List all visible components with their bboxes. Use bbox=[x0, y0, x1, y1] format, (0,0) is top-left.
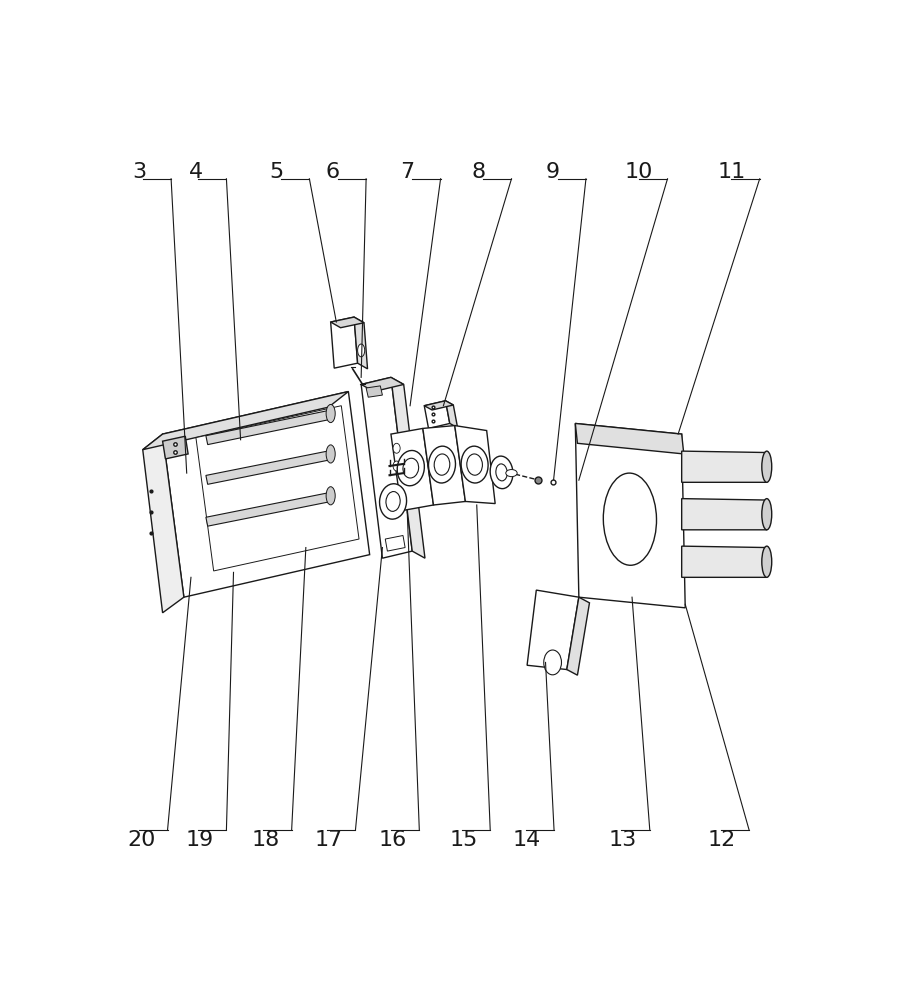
Polygon shape bbox=[163, 436, 188, 459]
Ellipse shape bbox=[326, 445, 335, 463]
Ellipse shape bbox=[326, 404, 335, 423]
Polygon shape bbox=[361, 377, 412, 558]
Text: 8: 8 bbox=[471, 162, 485, 182]
Polygon shape bbox=[354, 317, 368, 369]
Text: 18: 18 bbox=[252, 830, 279, 850]
Ellipse shape bbox=[393, 443, 400, 453]
Polygon shape bbox=[682, 499, 767, 530]
Polygon shape bbox=[423, 426, 466, 505]
Ellipse shape bbox=[496, 464, 507, 481]
Polygon shape bbox=[206, 451, 332, 484]
Ellipse shape bbox=[326, 487, 335, 505]
Polygon shape bbox=[330, 317, 364, 328]
Polygon shape bbox=[682, 546, 767, 577]
Ellipse shape bbox=[506, 470, 517, 477]
Polygon shape bbox=[527, 590, 579, 670]
Ellipse shape bbox=[467, 454, 482, 475]
Ellipse shape bbox=[380, 484, 406, 519]
Polygon shape bbox=[143, 392, 349, 450]
Polygon shape bbox=[196, 406, 359, 571]
Ellipse shape bbox=[435, 454, 450, 475]
Text: 7: 7 bbox=[400, 162, 414, 182]
Polygon shape bbox=[455, 426, 495, 504]
Polygon shape bbox=[385, 535, 405, 551]
Ellipse shape bbox=[603, 473, 656, 565]
Ellipse shape bbox=[762, 546, 771, 577]
Text: 5: 5 bbox=[269, 162, 284, 182]
Polygon shape bbox=[366, 386, 382, 397]
Text: 15: 15 bbox=[449, 830, 478, 850]
Text: 3: 3 bbox=[132, 162, 146, 182]
Ellipse shape bbox=[397, 450, 425, 486]
Ellipse shape bbox=[386, 492, 400, 511]
Polygon shape bbox=[446, 401, 458, 428]
Text: 13: 13 bbox=[608, 830, 637, 850]
Polygon shape bbox=[391, 377, 425, 558]
Ellipse shape bbox=[358, 344, 365, 357]
Polygon shape bbox=[163, 392, 370, 597]
Ellipse shape bbox=[428, 446, 456, 483]
Ellipse shape bbox=[762, 499, 771, 530]
Ellipse shape bbox=[393, 461, 400, 471]
Text: 20: 20 bbox=[127, 830, 156, 850]
Ellipse shape bbox=[762, 451, 771, 482]
Text: 14: 14 bbox=[513, 830, 541, 850]
Ellipse shape bbox=[403, 458, 419, 478]
Ellipse shape bbox=[490, 456, 513, 489]
Text: 9: 9 bbox=[545, 162, 560, 182]
Polygon shape bbox=[425, 401, 450, 428]
Polygon shape bbox=[206, 492, 332, 526]
Polygon shape bbox=[576, 423, 684, 454]
Polygon shape bbox=[143, 434, 184, 613]
Text: 10: 10 bbox=[625, 162, 653, 182]
Polygon shape bbox=[425, 401, 453, 410]
Polygon shape bbox=[361, 377, 404, 392]
Polygon shape bbox=[566, 597, 589, 675]
Polygon shape bbox=[576, 423, 685, 608]
Text: 4: 4 bbox=[188, 162, 203, 182]
Text: 16: 16 bbox=[378, 830, 406, 850]
Ellipse shape bbox=[461, 446, 488, 483]
Text: 19: 19 bbox=[185, 830, 213, 850]
Polygon shape bbox=[330, 317, 358, 368]
Ellipse shape bbox=[544, 650, 562, 675]
Text: 12: 12 bbox=[707, 830, 736, 850]
Text: 6: 6 bbox=[326, 162, 339, 182]
Text: 17: 17 bbox=[315, 830, 342, 850]
Polygon shape bbox=[206, 410, 332, 445]
Polygon shape bbox=[682, 451, 767, 482]
Polygon shape bbox=[391, 428, 434, 511]
Text: 11: 11 bbox=[717, 162, 746, 182]
